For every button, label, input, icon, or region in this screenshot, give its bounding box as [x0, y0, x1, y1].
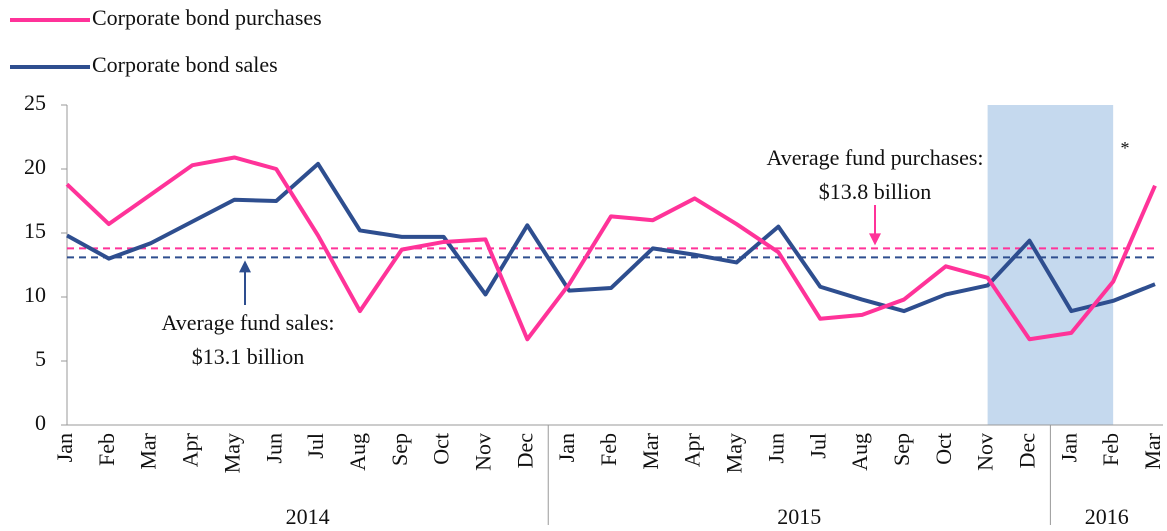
note: *: [1121, 138, 1130, 158]
arrow-head: [239, 260, 251, 273]
x-tick-label: Jan: [1056, 433, 1081, 462]
y-tick-label: 25: [24, 90, 46, 115]
x-tick-label: Jun: [763, 433, 788, 464]
x-group-label: 2016: [1085, 504, 1129, 529]
y-tick-label: 20: [24, 154, 46, 179]
arrow-head: [869, 233, 881, 246]
y-tick-label: 0: [35, 410, 46, 435]
x-group-label: 2015: [777, 504, 821, 529]
x-tick-label: Mar: [1140, 432, 1165, 469]
x-tick-label: Sep: [889, 433, 914, 466]
x-tick-label: May: [219, 433, 244, 473]
y-tick-label: 15: [24, 218, 46, 243]
x-tick-label: Aug: [345, 433, 370, 471]
annotation: $13.8 billion: [819, 179, 931, 204]
x-tick-label: Jul: [303, 433, 328, 459]
x-tick-label: Apr: [680, 432, 705, 467]
series-line: [66, 161, 1156, 314]
x-tick-label: Jan: [554, 433, 579, 462]
x-tick-label: Mar: [136, 432, 161, 469]
x-tick-label: Feb: [1098, 433, 1123, 466]
x-tick-label: Oct: [429, 433, 454, 465]
x-tick-label: Nov: [973, 433, 998, 471]
annotation: Average fund purchases:: [766, 145, 983, 170]
series-line: [65, 155, 1157, 342]
x-tick-label: Aug: [847, 433, 872, 471]
legend-label: Corporate bond sales: [92, 52, 278, 77]
x-tick-label: Jul: [805, 433, 830, 459]
annotation: $13.1 billion: [192, 344, 304, 369]
y-tick-label: 10: [24, 282, 46, 307]
x-tick-label: Jun: [261, 433, 286, 464]
x-tick-label: Sep: [387, 433, 412, 466]
annotation: Average fund sales:: [161, 310, 334, 335]
x-tick-label: Dec: [1015, 433, 1040, 469]
x-tick-label: Nov: [471, 433, 496, 471]
legend-label: Corporate bond purchases: [92, 5, 322, 30]
x-tick-label: May: [722, 433, 747, 473]
x-tick-label: Feb: [94, 433, 119, 466]
x-tick-label: Dec: [512, 433, 537, 469]
x-group-label: 2014: [286, 504, 330, 529]
x-tick-label: Feb: [596, 433, 621, 466]
x-tick-label: Oct: [931, 433, 956, 465]
x-tick-label: Jan: [52, 433, 77, 462]
x-tick-label: Mar: [638, 432, 663, 469]
x-tick-label: Apr: [178, 432, 203, 467]
y-tick-label: 5: [35, 346, 46, 371]
